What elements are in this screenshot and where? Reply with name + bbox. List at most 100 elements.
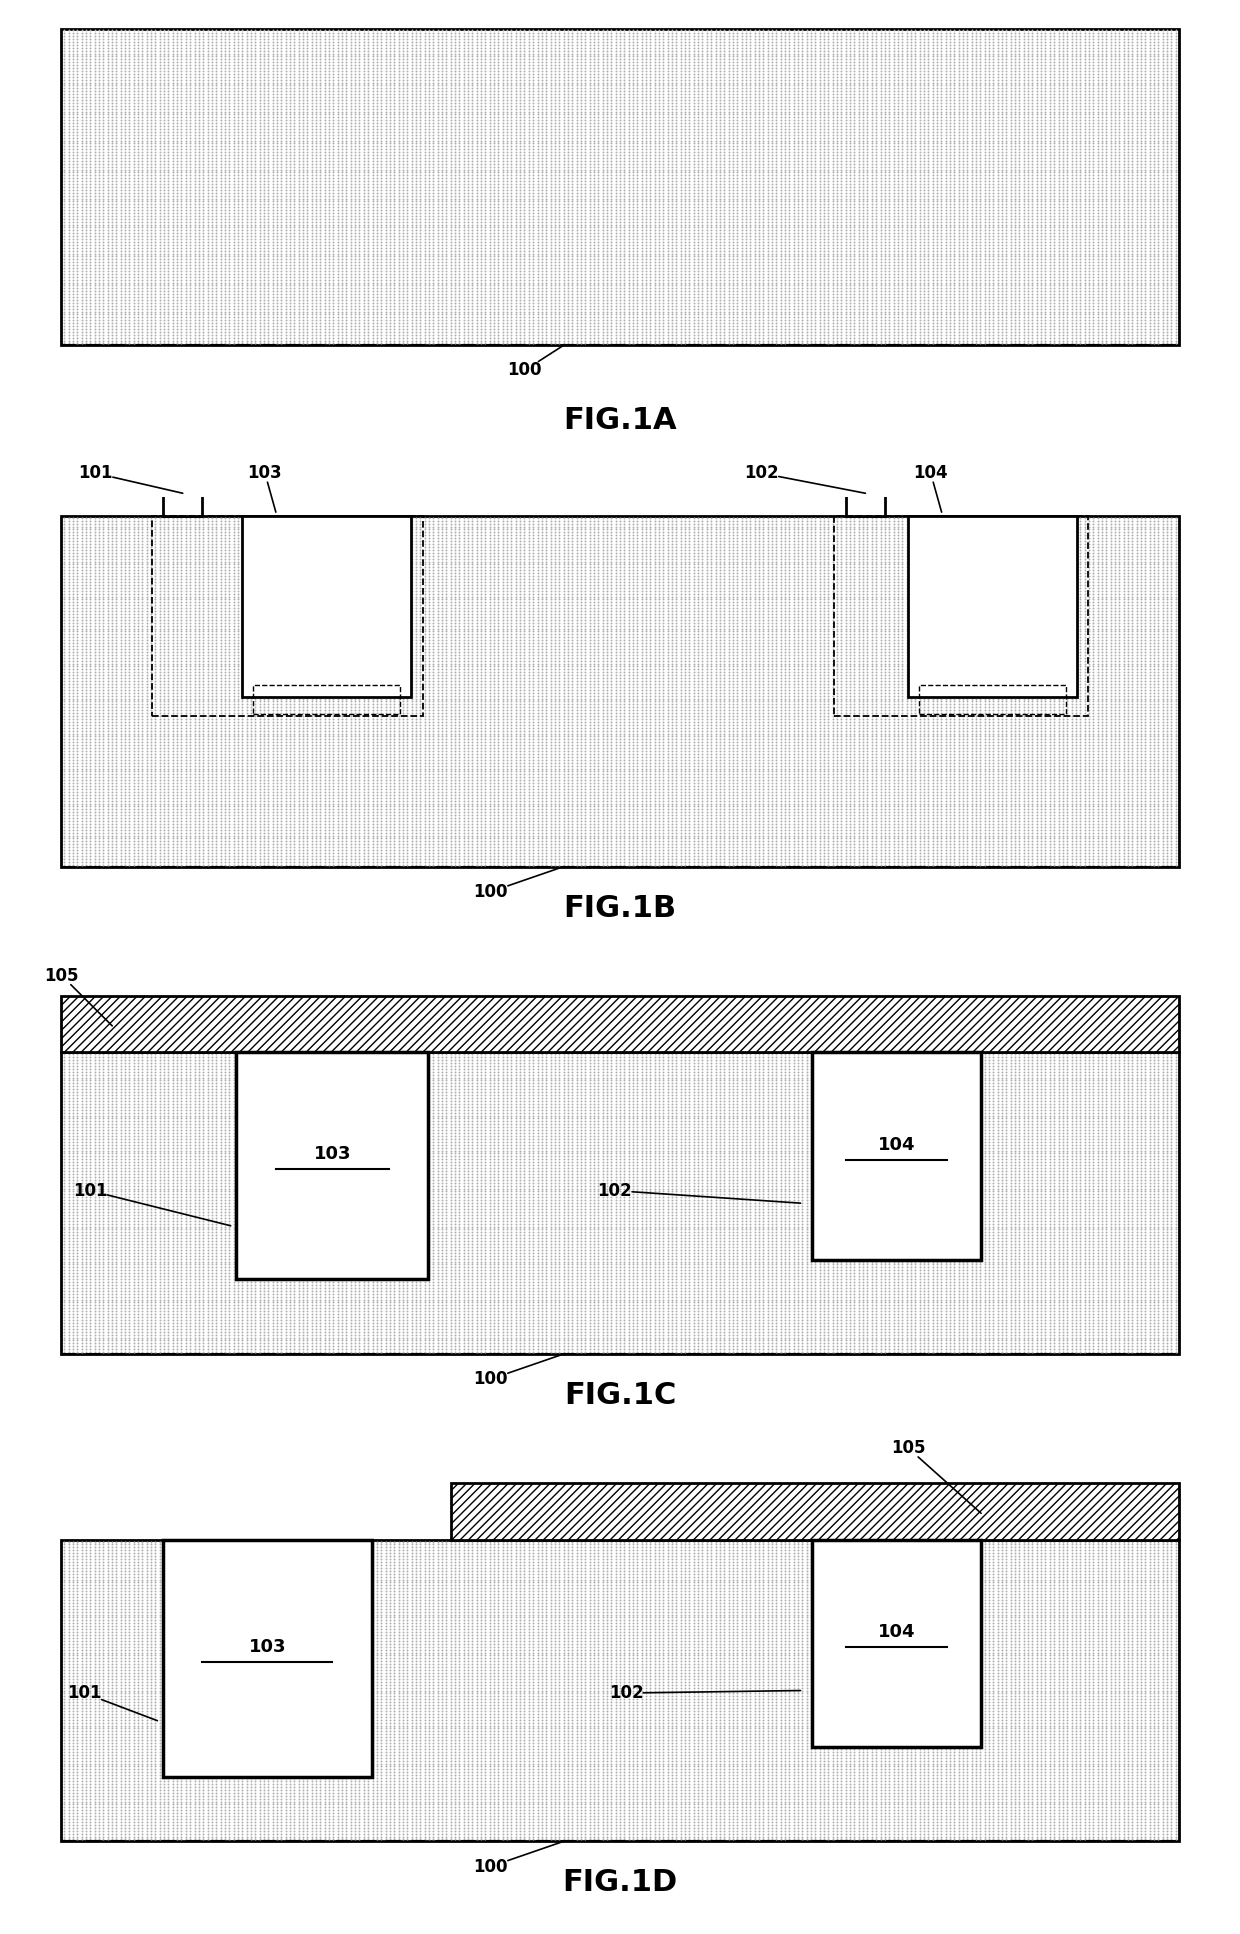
Point [966,120,986,151]
Point [358,774,378,805]
Point [284,70,304,101]
Point [89,1756,109,1787]
Point [176,271,196,302]
Point [414,157,434,188]
Point [1040,186,1060,217]
Point [1153,139,1173,170]
Point [1058,613,1078,644]
Point [862,652,882,683]
Point [723,1561,743,1592]
Point [575,1634,595,1665]
Point [957,572,977,603]
Point [284,824,304,855]
Point [879,1754,899,1785]
Point [667,1804,687,1835]
Point [1040,23,1060,54]
Point [471,1135,491,1166]
Point [536,1257,556,1288]
Point [567,1329,587,1360]
Point [627,723,647,754]
Point [440,56,460,87]
Point [844,1216,864,1247]
Point [301,1280,321,1311]
Point [128,1155,148,1186]
Point [1070,85,1090,116]
Point [237,1199,257,1230]
Point [55,613,74,644]
Point [350,808,370,839]
Point [792,103,812,133]
Point [818,1702,838,1733]
Point [562,1048,582,1079]
Point [202,1721,222,1752]
Point [397,578,417,609]
Point [870,1640,890,1671]
Point [475,1795,495,1826]
Point [780,1777,800,1808]
Point [763,1060,782,1091]
Point [966,323,986,354]
Point [397,180,417,211]
Point [992,46,1012,77]
Point [414,549,434,580]
Point [1105,580,1125,611]
Point [893,1238,913,1269]
Point [489,325,508,356]
Point [971,1273,991,1304]
Point [384,1186,404,1216]
Point [1014,1182,1034,1213]
Point [484,596,503,627]
Point [1079,1170,1099,1201]
Point [1053,329,1073,360]
Point [289,1590,309,1621]
Point [306,1176,326,1207]
Point [1145,180,1164,211]
Point [423,1673,443,1704]
Point [789,561,808,592]
Point [215,311,234,342]
Point [983,659,1003,690]
Point [1018,1561,1038,1592]
Point [1040,1203,1060,1234]
Point [197,213,217,244]
Point [901,116,921,147]
Point [215,1652,234,1683]
Point [988,1702,1008,1733]
Point [806,1162,826,1193]
Point [1136,1696,1156,1727]
Point [988,1234,1008,1265]
Point [1127,39,1147,70]
Point [818,1567,838,1597]
Point [223,162,243,193]
Point [888,323,908,354]
Point [115,1715,135,1746]
Point [523,242,543,273]
Point [789,110,808,141]
Point [792,1234,812,1265]
Point [558,261,578,292]
Point [827,1234,847,1265]
Point [1040,601,1060,632]
Point [844,569,864,600]
Point [345,267,365,298]
Point [263,120,283,151]
Point [484,108,503,139]
Point [893,1323,913,1354]
Point [758,629,777,659]
Point [780,1199,800,1230]
Point [1070,1588,1090,1619]
Point [475,1068,495,1099]
Point [272,551,291,582]
Point [558,50,578,81]
Point [67,1605,87,1636]
Point [723,290,743,321]
Point [949,1640,968,1671]
Point [371,1733,391,1764]
Point [766,174,786,205]
Point [298,133,317,164]
Point [466,658,486,689]
Point [162,1657,182,1688]
Point [55,694,74,725]
Point [867,1273,887,1304]
Point [997,832,1017,863]
